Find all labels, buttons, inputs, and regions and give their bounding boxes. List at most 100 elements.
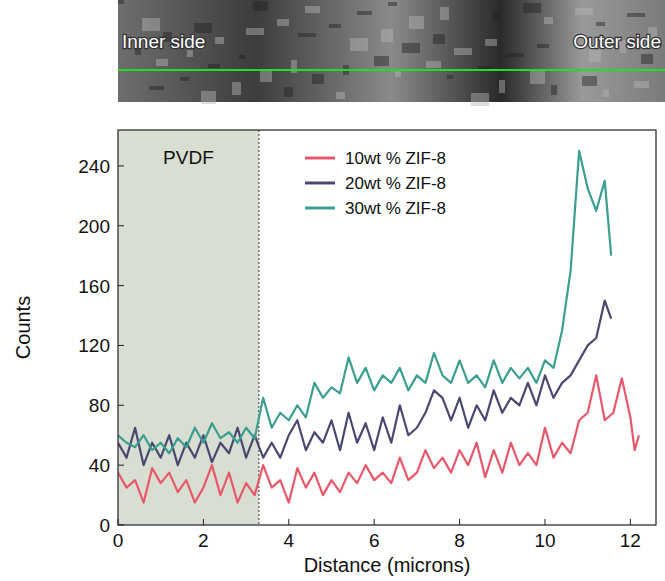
texture [471,93,489,106]
texture [336,92,345,99]
series-line [118,151,611,453]
texture [305,6,320,13]
texture [506,53,524,57]
texture [499,80,505,93]
texture [530,71,545,84]
x-tick-label: 0 [113,530,124,551]
texture [523,3,541,13]
texture [156,59,168,66]
legend-swatch [305,182,335,185]
region-label: PVDF [163,147,214,168]
x-tick-label: 2 [198,530,209,551]
texture [395,70,401,77]
x-tick-label: 10 [534,530,555,551]
texture [329,24,341,28]
legend-label: 30wt % ZIF-8 [345,199,446,218]
x-tick [118,519,119,525]
y-axis-title: Counts [12,296,34,359]
x-tick [203,519,204,525]
texture [253,1,268,11]
header-image: Inner side Outer side [118,0,665,106]
texture [447,75,453,79]
y-tick [118,525,124,526]
texture [215,37,224,44]
x-tick-label: 12 [620,530,641,551]
texture [544,17,553,24]
x-tick [544,519,545,525]
texture [492,12,501,22]
y-tick-label: 200 [78,216,110,237]
texture [454,48,472,55]
plot-area [118,130,639,525]
y-tick-label: 240 [78,156,110,177]
series-line [118,375,639,502]
x-tick-label: 6 [369,530,380,551]
shaded-region [118,130,259,525]
texture [409,16,424,29]
region-edge [258,130,259,525]
texture [575,8,593,15]
x-tick [630,519,631,525]
texture [312,74,324,84]
texture [298,33,316,37]
image-label: Outer side [573,31,661,52]
y-tick-label: 80 [89,395,110,416]
texture [291,60,297,73]
texture [381,29,393,42]
texture [485,39,497,46]
y-tick [118,345,124,346]
texture [426,61,441,68]
texture [350,38,368,51]
texture [239,55,245,59]
x-tick [459,519,460,525]
image-label: Inner side [122,31,205,52]
texture [357,11,372,15]
y-tick-label: 120 [78,335,110,356]
x-tick [288,519,289,525]
legend: 10wt % ZIF-8 20wt % ZIF-8 30wt % ZIF-8 [305,149,446,218]
texture [440,7,449,20]
texture [284,87,293,97]
x-axis-title: Distance (microns) [304,554,471,576]
y-tick-label: 0 [99,515,110,536]
sem-image [118,0,665,102]
texture [246,28,264,35]
texture [118,0,124,4]
texture [551,85,557,95]
y-tick [118,465,124,466]
texture [433,34,445,44]
y-tick [118,165,124,166]
texture [388,2,397,6]
legend-swatch [305,207,335,210]
texture [180,77,189,81]
chart: Inner sideOuter sidePVDF0246810120408012… [0,0,665,581]
x-tick-label: 4 [284,530,295,551]
texture [596,22,605,26]
texture [641,54,653,64]
y-tick [118,285,124,286]
texture [142,18,160,31]
texture [627,13,645,17]
y-tick-label: 40 [89,455,110,476]
x-tick [374,519,375,525]
legend-label: 20wt % ZIF-8 [345,174,446,193]
y-tick [118,225,124,226]
texture [374,56,389,66]
texture [277,19,289,26]
legend-label: 10wt % ZIF-8 [345,149,446,168]
texture [232,82,241,95]
x-tick-label: 8 [454,530,465,551]
legend-swatch [305,157,335,160]
texture [603,90,609,97]
plot-frame [118,130,656,525]
texture [537,44,549,48]
texture [149,86,164,90]
y-tick-label: 160 [78,276,110,297]
y-tick [118,405,124,406]
texture [582,76,597,86]
texture [201,91,216,104]
scan-line [118,69,665,71]
texture [634,81,649,88]
texture [402,43,420,53]
texture [208,64,220,68]
